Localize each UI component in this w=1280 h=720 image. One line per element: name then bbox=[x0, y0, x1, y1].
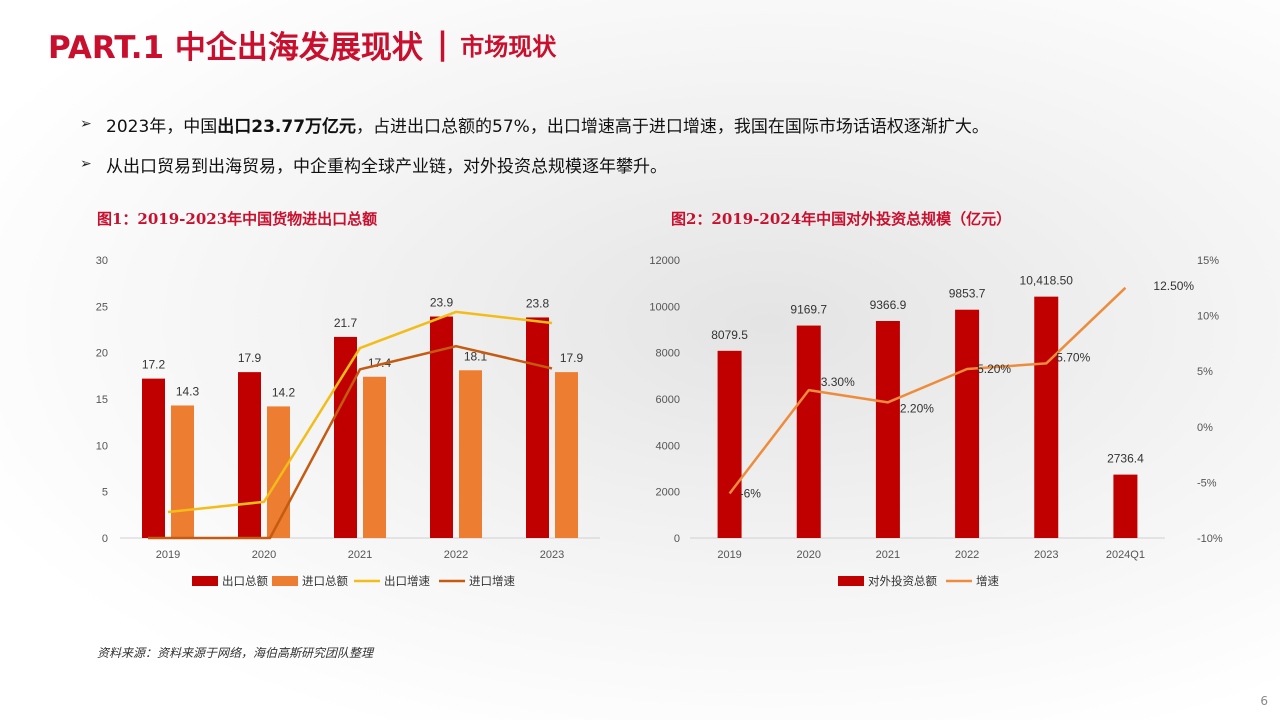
y2-tick-label: -10% bbox=[1197, 533, 1223, 545]
bullet-item: ➢ 2023年，中国 出口23.77万亿元 ，占进出口总额的57%，出口增速高于进口… bbox=[80, 110, 989, 138]
y2-tick-label: 0% bbox=[1197, 422, 1213, 434]
x-tick-label: 2022 bbox=[955, 549, 979, 561]
growth-data-label: 5.20% bbox=[977, 362, 1011, 376]
legend-swatch bbox=[272, 576, 298, 586]
data-label: 23.9 bbox=[430, 296, 454, 310]
x-tick-label: 2020 bbox=[252, 549, 276, 561]
page-subtitle: 市场现状 bbox=[460, 32, 557, 61]
trade-chart: 0 5 10 15 20 25 30 2019 2020 2021 2022 2023 17.2 17.9… bbox=[96, 255, 600, 588]
y2-tick-label: 10% bbox=[1197, 311, 1219, 323]
import-bar bbox=[171, 405, 194, 538]
investment-bar bbox=[955, 309, 980, 538]
x-tick-label: 2023 bbox=[540, 549, 564, 561]
bullet-item: ➢ 从出口贸易到出海贸易，中企重构全球产业链，对外投资总规模逐年攀升。 bbox=[80, 150, 989, 178]
bullet-text-bold: 出口23.77万亿元 bbox=[217, 116, 357, 137]
investment-bar bbox=[875, 321, 900, 538]
y-tick-label: 15 bbox=[96, 394, 108, 406]
data-label: 9853.7 bbox=[949, 287, 986, 301]
figure2-title: 图2：2019-2024年中国对外投资总规模（亿元） bbox=[671, 210, 1012, 228]
x-tick-label: 2019 bbox=[156, 549, 180, 561]
growth-rate-line bbox=[728, 286, 1127, 495]
figure1-title: 图1：2019-2023年中国货物进出口总额 bbox=[97, 210, 378, 228]
investment-bar bbox=[1034, 296, 1059, 538]
y-tick-label: 0 bbox=[102, 533, 108, 545]
data-label: 17.9 bbox=[238, 351, 262, 365]
export-growth-line bbox=[167, 310, 553, 514]
growth-data-label: 3.30% bbox=[821, 375, 855, 389]
export-bar bbox=[238, 372, 261, 538]
page-title: PART.1 中企出海发展现状 | 市场现状 bbox=[48, 22, 556, 66]
investment-chart: 0 2000 4000 6000 8000 10000 12000 -10% -5% 0% 5% 10… bbox=[649, 255, 1222, 588]
data-label: 14.2 bbox=[272, 385, 296, 399]
import-growth-line bbox=[148, 344, 553, 540]
growth-data-label: 5.70% bbox=[1056, 350, 1090, 364]
data-label: 21.7 bbox=[334, 316, 358, 330]
bullet-text-suffix: ，占进出口总额的57%，出口增速高于进口增速，我国在国际市场话语权逐渐扩大。 bbox=[356, 116, 989, 137]
growth-data-label: 2.20% bbox=[900, 401, 934, 415]
export-bar bbox=[142, 378, 165, 538]
legend-swatch bbox=[192, 576, 218, 586]
legend-label: 出口增速 bbox=[384, 574, 430, 588]
title-separator: | bbox=[436, 26, 449, 62]
x-tick-label: 2023 bbox=[1034, 549, 1058, 561]
data-label: 17.9 bbox=[560, 351, 584, 365]
legend-label: 增速 bbox=[976, 574, 999, 588]
import-bar bbox=[555, 372, 578, 538]
legend-swatch bbox=[838, 576, 864, 586]
page-title-main: PART.1 中企出海发展现状 bbox=[48, 29, 423, 66]
y-tick-label: 6000 bbox=[656, 394, 680, 406]
y-tick-label: 5 bbox=[102, 487, 108, 499]
x-tick-label: 2022 bbox=[444, 549, 468, 561]
y-tick-label: 12000 bbox=[649, 255, 680, 267]
data-label: 8079.5 bbox=[711, 328, 748, 342]
data-label: 10,418.50 bbox=[1020, 274, 1074, 288]
y-tick-label: 0 bbox=[674, 533, 680, 545]
x-tick-label: 2021 bbox=[876, 549, 900, 561]
export-bar bbox=[526, 317, 549, 538]
source-note: 资料来源：资料来源于网络，海伯高斯研究团队整理 bbox=[97, 646, 374, 660]
y-tick-label: 2000 bbox=[656, 487, 680, 499]
bullet-text-prefix: 2023年，中国 bbox=[106, 116, 218, 137]
data-label: 2736.4 bbox=[1107, 452, 1144, 466]
y-tick-label: 20 bbox=[96, 348, 108, 360]
export-bar bbox=[334, 336, 357, 538]
import-bar bbox=[267, 406, 290, 538]
legend-label: 进口增速 bbox=[469, 574, 515, 588]
investment-bar bbox=[1113, 474, 1138, 538]
growth-data-label: -6% bbox=[740, 487, 762, 501]
data-label: 9169.7 bbox=[790, 303, 827, 317]
page-number: 6 bbox=[1260, 694, 1268, 708]
x-tick-label: 2024Q1 bbox=[1106, 549, 1145, 561]
y2-tick-label: -5% bbox=[1197, 477, 1217, 489]
legend-label: 对外投资总额 bbox=[868, 574, 937, 588]
x-tick-label: 2019 bbox=[717, 549, 741, 561]
legend-label: 出口总额 bbox=[222, 574, 268, 588]
export-bar bbox=[430, 316, 453, 538]
growth-data-label: 12.50% bbox=[1153, 279, 1194, 293]
y-tick-label: 4000 bbox=[656, 440, 680, 452]
y-tick-label: 8000 bbox=[656, 348, 680, 360]
investment-bar bbox=[717, 350, 742, 538]
y-tick-label: 10000 bbox=[649, 301, 680, 313]
data-label: 17.2 bbox=[142, 358, 166, 372]
legend-label: 进口总额 bbox=[302, 574, 348, 588]
data-label: 23.8 bbox=[526, 296, 550, 310]
y-tick-label: 10 bbox=[96, 440, 108, 452]
y2-tick-label: 15% bbox=[1197, 255, 1219, 267]
x-tick-label: 2020 bbox=[797, 549, 821, 561]
arrow-bullet-icon: ➢ bbox=[80, 156, 92, 172]
bullet-text-prefix: 从出口贸易到出海贸易，中企重构全球产业链，对外投资总规模逐年攀升。 bbox=[106, 156, 667, 177]
data-label: 9366.9 bbox=[870, 298, 907, 312]
investment-bar bbox=[796, 325, 821, 538]
import-bar bbox=[459, 370, 482, 538]
y-tick-label: 25 bbox=[96, 301, 108, 313]
x-tick-label: 2021 bbox=[348, 549, 372, 561]
bullet-list: ➢ 2023年，中国 出口23.77万亿元 ，占进出口总额的57%，出口增速高于进口… bbox=[80, 110, 989, 190]
y2-tick-label: 5% bbox=[1197, 366, 1213, 378]
arrow-bullet-icon: ➢ bbox=[80, 116, 92, 132]
data-label: 14.3 bbox=[176, 384, 200, 398]
y-tick-label: 30 bbox=[96, 255, 108, 267]
import-bar bbox=[363, 376, 386, 538]
